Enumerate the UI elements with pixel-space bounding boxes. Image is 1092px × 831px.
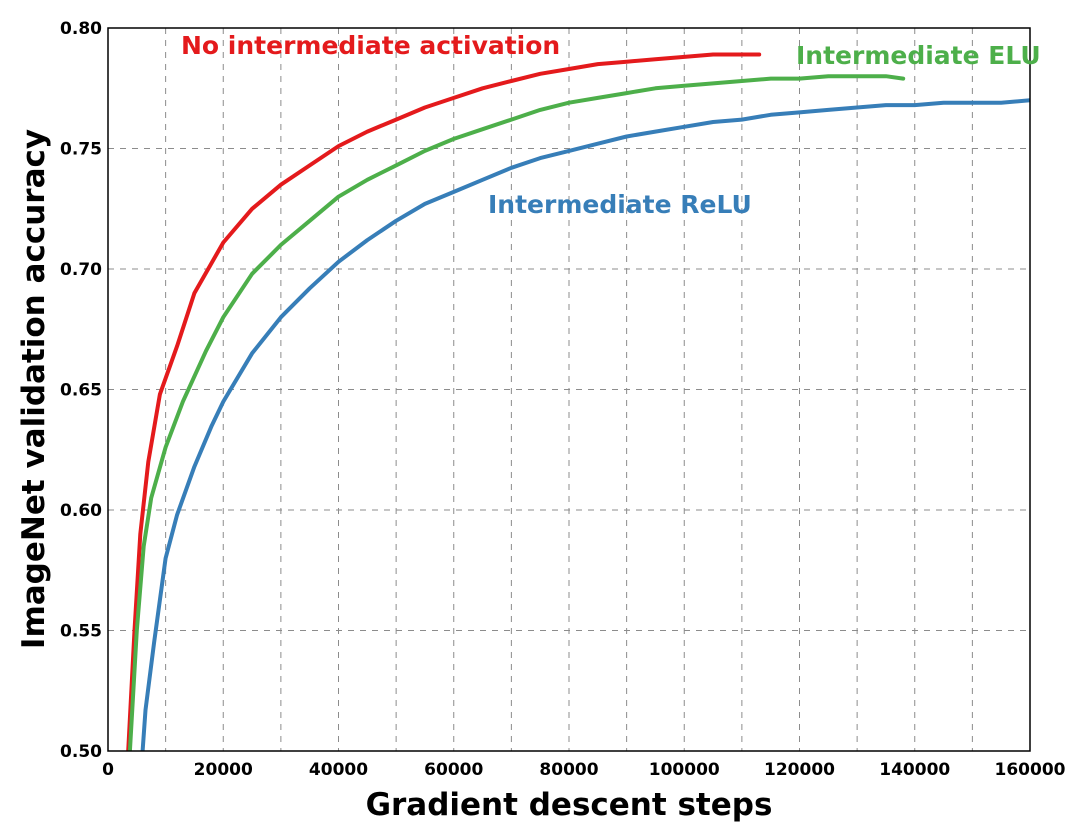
y-axis-title: ImageNet validation accuracy — [16, 129, 52, 649]
x-tick-label: 140000 — [879, 760, 950, 780]
y-tick-label: 0.50 — [60, 742, 102, 762]
x-tick-label: 60000 — [424, 760, 483, 780]
x-tick-label: 160000 — [995, 760, 1066, 780]
series-label-relu: Intermediate ReLU — [488, 190, 752, 219]
series-line-0 — [126, 52, 762, 751]
x-tick-label: 120000 — [764, 760, 835, 780]
series-line-1 — [127, 74, 906, 751]
y-tick-label: 0.80 — [60, 19, 102, 39]
y-tick-label: 0.75 — [60, 140, 102, 160]
plot-frame — [107, 27, 1031, 752]
series-line-2 — [140, 98, 1030, 751]
y-tick-label: 0.70 — [60, 260, 102, 280]
grid — [108, 28, 1030, 751]
tick-labels: 0 20000 40000 60000 80000 100000 120000 140000 1… — [60, 19, 1066, 780]
x-tick-label: 20000 — [194, 760, 253, 780]
x-tick-label: 0 — [102, 760, 114, 780]
y-tick-label: 0.55 — [60, 622, 102, 642]
x-tick-label: 80000 — [539, 760, 598, 780]
x-tick-label: 40000 — [309, 760, 368, 780]
series-lines — [126, 52, 1030, 751]
y-tick-label: 0.65 — [60, 381, 102, 401]
series-label-elu: Intermediate ELU — [796, 41, 1041, 70]
x-tick-label: 100000 — [649, 760, 720, 780]
x-axis-title: Gradient descent steps — [366, 787, 773, 823]
series-label-no-activation: No intermediate activation — [181, 31, 560, 60]
y-tick-label: 0.60 — [60, 501, 102, 521]
